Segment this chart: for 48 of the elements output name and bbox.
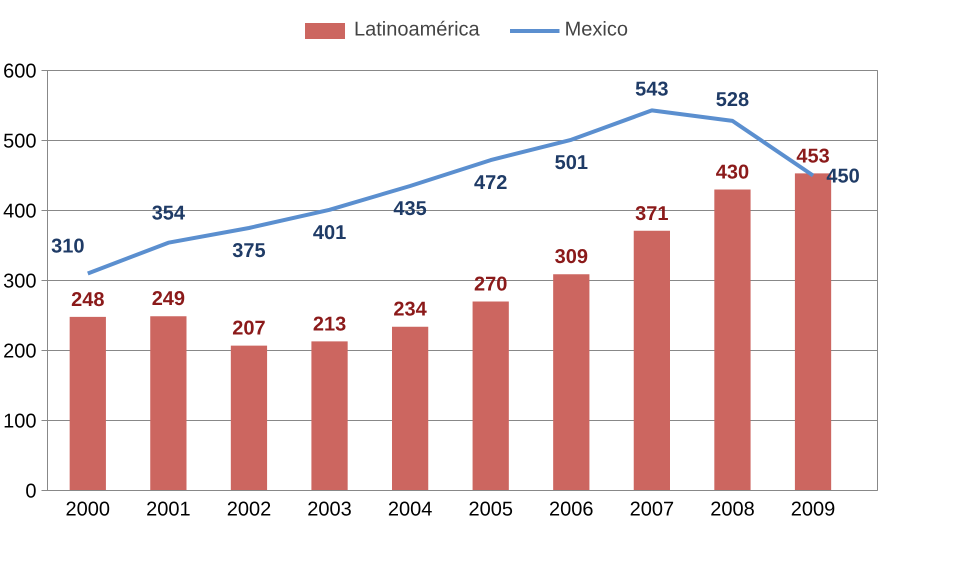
data-label: 450: [826, 166, 860, 188]
data-label: 213: [312, 313, 346, 336]
data-label: 354: [152, 202, 186, 225]
x-tick-label: 2002: [226, 498, 272, 520]
x-tick-label: 2007: [630, 498, 674, 520]
data-label: 207: [232, 318, 266, 340]
bar: [150, 316, 187, 490]
bar: [553, 274, 590, 490]
y-tick-label: 500: [3, 130, 37, 152]
y-tick-label: 200: [3, 340, 37, 362]
data-label: 375: [232, 240, 266, 262]
data-label: 543: [635, 78, 669, 100]
x-tick-label: 2000: [66, 498, 110, 520]
data-label: 249: [152, 288, 186, 310]
x-tick-label: 2008: [710, 498, 755, 520]
data-label: 309: [554, 246, 588, 268]
y-tick-label: 600: [3, 60, 37, 82]
data-label: 435: [393, 198, 427, 220]
bar: [70, 316, 106, 490]
bar: [634, 230, 670, 490]
x-tick-label: 2009: [790, 498, 836, 520]
x-tick-label: 2003: [307, 498, 352, 520]
bar: [311, 341, 348, 490]
x-tick-label: 2005: [468, 498, 513, 520]
bar: [230, 346, 268, 490]
data-label: 248: [71, 288, 104, 311]
data-label: 501: [554, 152, 588, 174]
x-tick-label: 2004: [388, 498, 432, 520]
x-tick-label: 2006: [549, 498, 594, 520]
data-label: 528: [716, 88, 750, 111]
x-tick-label: 2001: [146, 498, 191, 520]
data-label: 371: [635, 202, 669, 225]
data-label: 472: [474, 172, 508, 194]
y-tick-label: 300: [3, 270, 37, 292]
y-tick-label: 400: [3, 200, 37, 222]
data-label: 453: [796, 145, 830, 168]
legend-label: Mexico: [564, 18, 628, 42]
data-label: 310: [51, 236, 84, 258]
bar: [714, 190, 751, 490]
data-label: 401: [312, 222, 346, 244]
data-label: 430: [716, 162, 750, 184]
data-label: 234: [393, 298, 428, 321]
bar: [472, 302, 509, 490]
legend-label: Latinoamérica: [354, 18, 480, 42]
y-tick-label: 0: [25, 480, 36, 502]
data-label: 270: [474, 274, 508, 296]
bar: [392, 326, 428, 490]
y-tick-label: 100: [3, 410, 37, 432]
